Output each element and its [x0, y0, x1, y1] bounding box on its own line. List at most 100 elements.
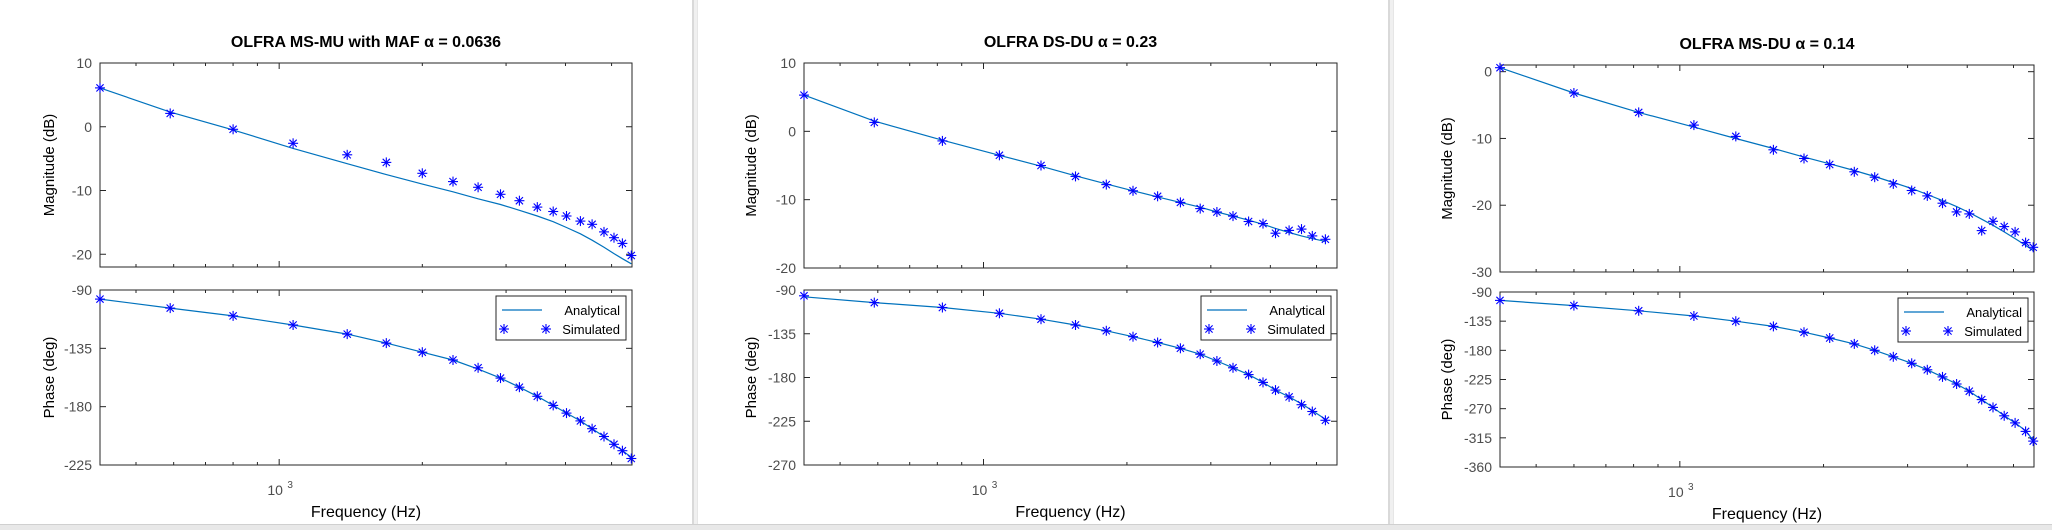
phase-simulated-point: [381, 338, 392, 349]
phase-simulated-point: [417, 347, 428, 358]
asterisk-stroke: [1308, 407, 1317, 416]
phase-ytick-label: -135: [64, 340, 92, 356]
magnitude-simulated-point: [288, 138, 299, 149]
legend: Analytical Simulated: [1200, 295, 1332, 341]
asterisk-stroke: [1907, 359, 1916, 368]
legend-label-simulated: Simulated: [1964, 324, 2022, 339]
magnitude-ytick-label: -20: [776, 260, 796, 276]
asterisk-stroke: [1102, 326, 1111, 335]
magnitude-ylabel: Magnitude (dB): [1439, 117, 1456, 220]
asterisk-stroke: [1850, 167, 1859, 176]
magnitude-simulated-point: [1799, 153, 1809, 164]
phase-ytick-label: -180: [1464, 342, 1492, 358]
magnitude-simulated-point: [1036, 160, 1046, 171]
chart-title: OLFRA MS-DU α = 0.14: [1679, 36, 1854, 53]
phase-simulated-point: [1307, 406, 1318, 417]
phase-simulated-point: [561, 408, 572, 419]
figure-canvas: OLFRA MS-DU α = 0.14 0 -10 -20 -30 Magnitude …: [1439, 36, 2039, 523]
phase-simulated-point: [473, 362, 484, 373]
phase-simulated-point: [1101, 325, 1112, 336]
asterisk-stroke: [1176, 198, 1185, 207]
asterisk-stroke: [627, 454, 636, 463]
magnitude-ytick-label: -10: [1472, 130, 1492, 146]
asterisk-stroke: [1129, 332, 1137, 341]
chart-title-alpha: α = 0.14: [1795, 36, 1854, 53]
phase-simulated-point: [1036, 314, 1046, 325]
asterisk-stroke: [600, 227, 608, 236]
legend-box: [1200, 295, 1332, 341]
phase-simulated-point: [1906, 358, 1917, 369]
asterisk-stroke: [576, 416, 585, 425]
asterisk-stroke: [382, 339, 391, 348]
magnitude-simulated-point: [1976, 225, 1987, 236]
magnitude-simulated-point: [548, 206, 559, 217]
asterisk-stroke: [627, 251, 636, 260]
magnitude-simulated-point: [1195, 203, 1206, 214]
asterisk-stroke: [1297, 400, 1306, 409]
magnitude-simulated-point: [1633, 107, 1644, 118]
magnitude-simulated-point: [609, 232, 619, 243]
phase-simulated-point: [1849, 338, 1860, 349]
magnitude-simulated-point: [1964, 208, 1975, 219]
magnitude-analytical-line: [1499, 67, 2034, 252]
magnitude-simulated-point: [1951, 206, 1962, 217]
asterisk-stroke: [1196, 350, 1205, 359]
magnitude-simulated-point: [617, 238, 628, 249]
asterisk-stroke: [96, 83, 104, 92]
phase-simulated-point: [228, 310, 239, 321]
magnitude-simulated-point: [1824, 159, 1835, 170]
asterisk-stroke: [1889, 179, 1898, 188]
phase-ylabel: Phase (deg): [743, 337, 760, 419]
asterisk-stroke: [1205, 325, 1213, 333]
asterisk-stroke: [800, 91, 808, 100]
phase-simulated-point: [1633, 305, 1644, 316]
phase-simulated-point: [1211, 356, 1222, 366]
phase-simulated-point: [994, 308, 1005, 319]
phase-simulated-point: [599, 431, 609, 442]
asterisk-stroke: [549, 207, 558, 216]
magnitude-simulated-point: [532, 202, 543, 213]
phase-simulated-point: [626, 453, 637, 464]
magnitude-analytical-line: [99, 87, 632, 265]
phase-simulated-point: [165, 303, 176, 314]
magnitude-simulated-point: [1849, 166, 1860, 177]
phase-simulated-point: [532, 391, 543, 402]
legend-box: [495, 295, 627, 341]
magnitude-ytick-label: -10: [776, 192, 796, 208]
phase-simulated-point: [1999, 410, 2010, 421]
magnitude-analytical-line: [803, 94, 1326, 242]
asterisk-stroke: [1769, 145, 1778, 154]
asterisk-stroke: [2011, 418, 2020, 427]
magnitude-axes-box: [803, 62, 1338, 269]
figure-canvas: OLFRA MS-MU with MAF α = 0.0636 10 0 -10 -20…: [41, 34, 637, 521]
phase-simulated-point: [575, 415, 586, 426]
phase-simulated-point: [1495, 295, 1505, 306]
asterisk-stroke: [1129, 186, 1137, 195]
phase-simulated-point: [1195, 349, 1206, 360]
magnitude-simulated-point: [1152, 191, 1163, 202]
asterisk-stroke: [1923, 365, 1932, 374]
asterisk-stroke: [1769, 322, 1778, 331]
asterisk-stroke: [1247, 325, 1255, 333]
xtick-label: 10: [267, 482, 283, 498]
phase-simulated-point: [1175, 343, 1186, 354]
asterisk-stroke: [1965, 209, 1974, 218]
asterisk-stroke: [1176, 344, 1185, 353]
asterisk-stroke: [496, 190, 505, 199]
phase-ytick-label: -360: [1464, 459, 1492, 475]
asterisk-stroke: [1800, 154, 1808, 163]
magnitude-simulated-point: [95, 82, 105, 93]
asterisk-stroke: [1870, 346, 1879, 355]
phase-simulated-point: [1976, 394, 1987, 405]
asterisk-stroke: [2029, 243, 2038, 252]
magnitude-simulated-point: [937, 135, 948, 146]
figure-window-ds-du: OLFRA DS-DU α = 0.23 10 0 -10 -20 Magnitude (…: [697, 0, 1390, 524]
asterisk-stroke: [1285, 392, 1294, 401]
magnitude-simulated-point: [342, 149, 353, 160]
magnitude-simulated-point: [2010, 226, 2021, 237]
magnitude-simulated-point: [1307, 230, 1318, 241]
magnitude-simulated-point: [1101, 179, 1112, 190]
magnitude-axes-box: [99, 62, 633, 268]
magnitude-simulated-point: [1070, 171, 1081, 182]
magnitude-simulated-point: [1688, 120, 1699, 131]
